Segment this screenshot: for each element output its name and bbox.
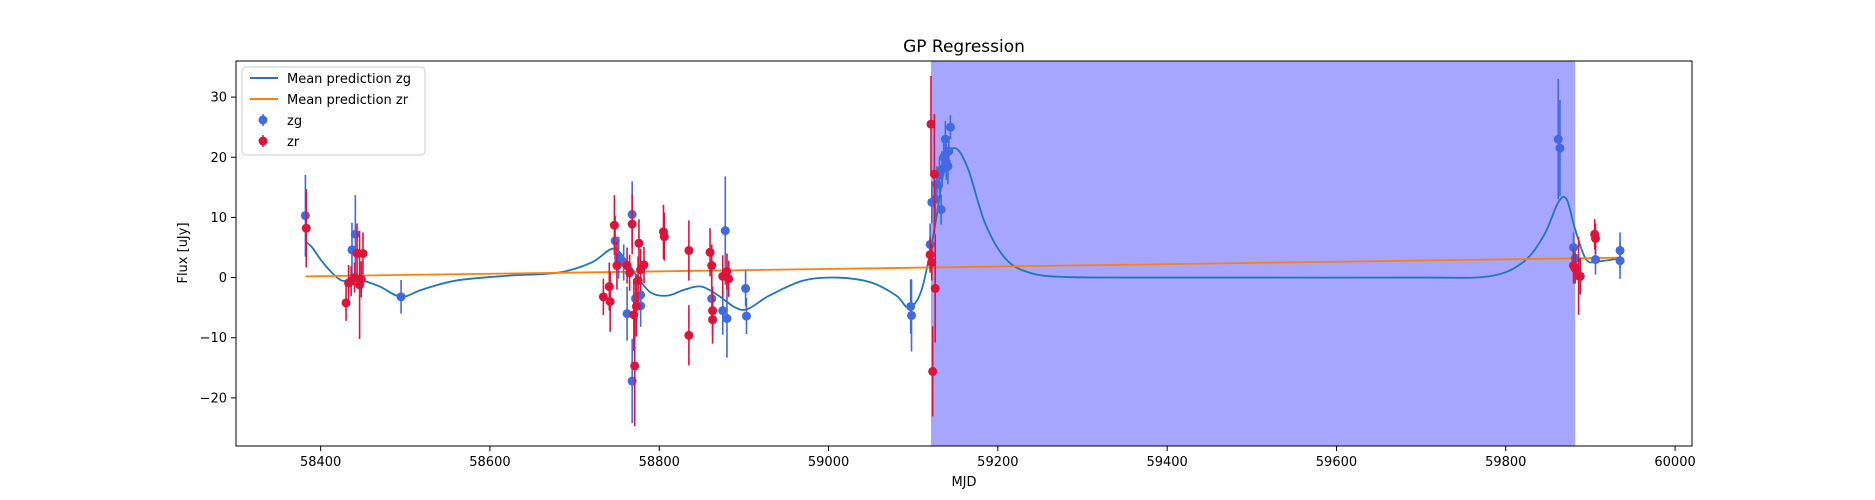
data-point-zg-16 <box>722 313 732 323</box>
x-axis-title: MJD <box>951 475 976 490</box>
data-point-zr-18 <box>630 361 640 371</box>
y-tick-label-10: 10 <box>210 211 227 226</box>
data-point-zg-20 <box>907 310 917 320</box>
plot-frame <box>235 60 1693 447</box>
x-tick-label-60000: 60000 <box>1654 455 1695 470</box>
data-point-zr-40 <box>930 283 940 293</box>
data-point-zr-9 <box>598 292 608 302</box>
data-point-zr-16 <box>627 219 637 229</box>
series-line-1 <box>305 256 1621 278</box>
y-tick-label--10: −10 <box>200 331 227 346</box>
y-tick-label-30: 30 <box>210 91 227 106</box>
data-point-zg-40 <box>1615 256 1625 266</box>
data-point-zg-2 <box>350 229 360 239</box>
data-point-zr-46 <box>1590 233 1600 243</box>
data-point-zr-36 <box>926 119 936 129</box>
data-point-zg-33 <box>945 122 955 132</box>
data-point-zg-7 <box>622 309 632 319</box>
y-tick-label--20: −20 <box>200 391 227 406</box>
data-point-zr-29 <box>707 261 717 271</box>
data-point-zr-26 <box>684 245 694 255</box>
y-tick-label-20: 20 <box>210 151 227 166</box>
legend-box <box>241 66 426 156</box>
data-point-zr-44 <box>1575 271 1585 281</box>
data-point-zg-35 <box>1555 143 1565 153</box>
line-layer <box>304 147 1621 311</box>
legend-swatch-zg <box>258 114 268 126</box>
data-point-zr-25 <box>659 232 669 242</box>
data-point-zr-11 <box>605 297 615 307</box>
x-tick-label-59200: 59200 <box>977 455 1018 470</box>
data-point-zg-13 <box>707 294 717 304</box>
legend-label-zg-prediction: Mean prediction zg <box>287 72 411 87</box>
data-point-zg-29 <box>940 134 950 144</box>
data-point-zr-39 <box>929 169 939 179</box>
series-line-0 <box>304 147 1621 311</box>
legend-label-zg: zg <box>287 114 302 129</box>
data-point-zg-17 <box>741 283 751 293</box>
data-point-zr-0 <box>301 223 311 233</box>
data-point-zg-38 <box>1590 255 1600 265</box>
data-point-zg-18 <box>741 311 751 321</box>
data-point-zr-13 <box>612 261 622 271</box>
x-tick-label-59800: 59800 <box>1485 455 1526 470</box>
data-point-zr-27 <box>684 330 694 340</box>
legend-label-zr: zr <box>287 135 300 150</box>
data-point-zr-42 <box>1570 264 1580 274</box>
data-point-zr-10 <box>604 282 614 292</box>
shade-layer <box>930 61 1576 446</box>
data-point-zr-15 <box>625 268 635 278</box>
x-tick-label-58600: 58600 <box>469 455 510 470</box>
data-point-zr-23 <box>639 260 649 270</box>
shaded-region <box>930 61 1576 446</box>
data-point-zg-26 <box>936 205 946 215</box>
data-point-zg-23 <box>930 194 940 204</box>
tick-layer: 58400 58600 58800 59000 59200 59400 59600 59800… <box>200 91 1696 470</box>
data-point-zr-28 <box>705 247 715 257</box>
data-point-zr-35 <box>925 250 935 260</box>
x-tick-label-58400: 58400 <box>300 455 341 470</box>
data-point-zr-7 <box>356 274 366 284</box>
data-point-zg-0 <box>300 211 310 221</box>
data-point-zr-31 <box>708 315 718 325</box>
data-point-zr-19 <box>631 301 641 311</box>
data-point-zr-21 <box>634 238 644 248</box>
legend-swatch-zr <box>258 135 268 147</box>
data-point-zr-38 <box>928 366 938 376</box>
x-tick-label-59600: 59600 <box>1316 455 1357 470</box>
data-point-zr-8 <box>358 249 368 258</box>
data-point-zr-12 <box>609 220 619 230</box>
data-point-zr-34 <box>724 274 734 284</box>
legend-label-zr-prediction: Mean prediction zr <box>287 93 409 108</box>
data-point-zg-14 <box>718 306 728 316</box>
data-point-zg-34 <box>1553 134 1563 144</box>
data-point-zr-37 <box>927 258 937 268</box>
data-point-zg-32 <box>944 146 954 156</box>
y-tick-label-0: 0 <box>219 271 227 286</box>
x-tick-label-59000: 59000 <box>808 455 849 470</box>
legend: Mean prediction zg Mean prediction zr zg… <box>241 66 426 156</box>
x-tick-label-59400: 59400 <box>1146 455 1187 470</box>
point-layer <box>300 76 1625 427</box>
data-point-zg-3 <box>396 292 406 302</box>
y-axis-title: Flux [uJy] <box>176 222 191 283</box>
data-point-zg-19 <box>906 301 916 311</box>
chart-title: GP Regression <box>903 37 1025 57</box>
data-point-zg-15 <box>720 226 730 236</box>
x-tick-label-58800: 58800 <box>639 455 680 470</box>
data-point-zg-31 <box>943 161 953 171</box>
